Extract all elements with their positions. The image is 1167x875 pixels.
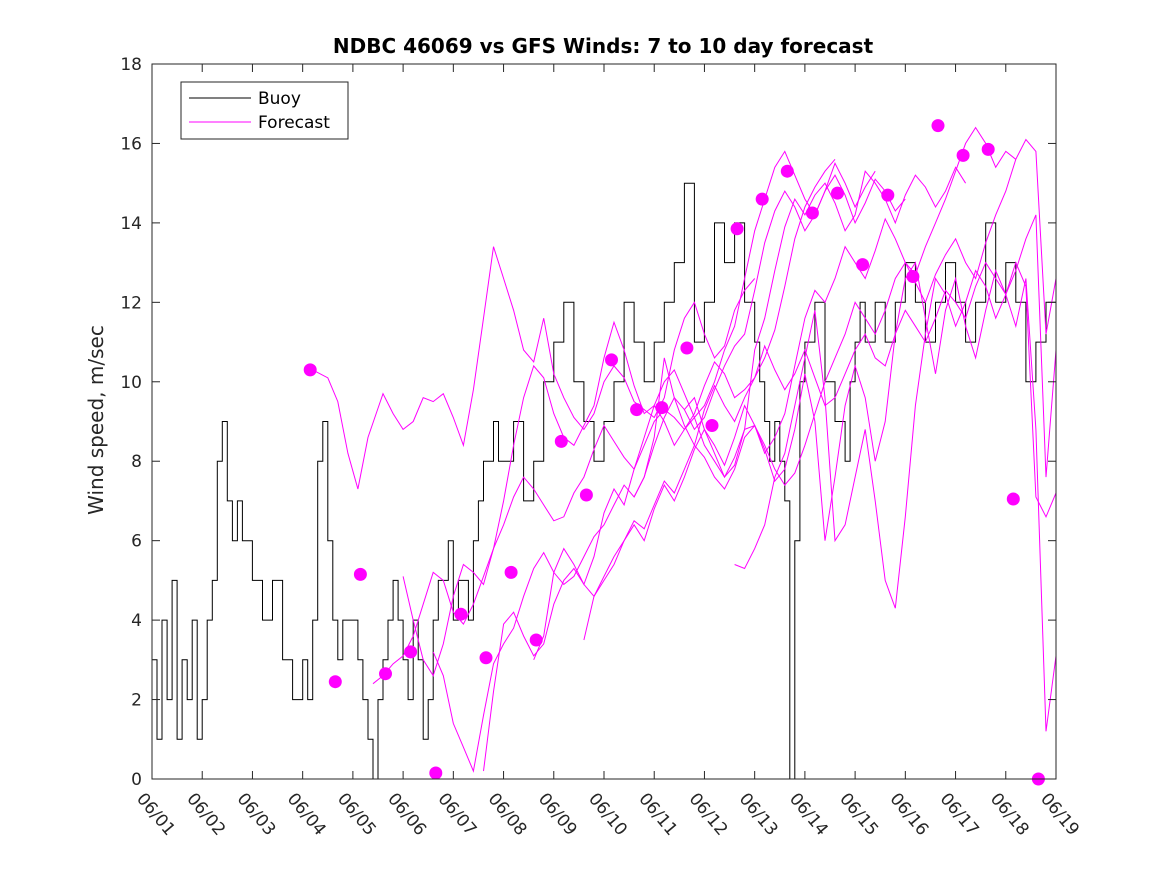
forecast-marker: [479, 651, 493, 665]
forecast-marker: [680, 341, 694, 355]
y-tick-label: 12: [120, 293, 142, 313]
forecast-marker: [755, 192, 769, 206]
forecast-marker: [805, 206, 819, 220]
forecast-marker: [504, 565, 518, 579]
y-tick-label: 14: [120, 214, 142, 234]
forecast-marker: [1006, 492, 1020, 506]
forecast-marker: [881, 188, 895, 202]
forecast-marker: [956, 148, 970, 162]
legend-label-forecast: Forecast: [258, 113, 330, 133]
forecast-marker: [605, 353, 618, 367]
y-tick-label: 6: [131, 532, 142, 552]
legend-label-buoy: Buoy: [258, 89, 301, 109]
forecast-marker: [303, 363, 317, 377]
chart-title: NDBC 46069 vs GFS Winds: 7 to 10 day for…: [333, 34, 874, 58]
forecast-marker: [454, 607, 468, 621]
forecast-marker: [856, 258, 870, 272]
forecast-marker: [705, 419, 719, 432]
y-tick-label: 2: [131, 691, 142, 711]
series-line-buoy: [152, 182, 1056, 780]
y-axis-label: Wind speed, m/sec: [84, 325, 108, 515]
forecast-marker: [379, 667, 392, 681]
series-line-forecast-3: [402, 150, 876, 677]
forecast-marker: [353, 567, 367, 581]
forecast-marker: [906, 270, 920, 283]
y-tick-label: 18: [120, 55, 142, 75]
forecast-marker: [981, 142, 995, 156]
forecast-marker: [630, 403, 644, 417]
forecast-marker: [780, 164, 794, 178]
series-layer: [152, 119, 1057, 786]
legend-box: [180, 81, 349, 140]
forecast-marker: [579, 488, 593, 502]
legend: Buoy Forecast: [180, 81, 349, 140]
series-line-forecast-6: [533, 126, 1017, 660]
y-tick-label: 10: [120, 373, 142, 393]
forecast-marker: [429, 766, 443, 780]
forecast-marker: [328, 675, 342, 689]
series-line-forecast-4: [432, 174, 906, 773]
y-tick-label: 4: [131, 611, 142, 631]
series-line-forecast-9: [684, 261, 1057, 732]
series-line-forecast-2: [372, 158, 836, 685]
series-line-forecast-1: [312, 246, 756, 490]
forecast-marker: [831, 186, 844, 200]
forecast-marker: [529, 633, 543, 647]
forecast-marker: [554, 434, 568, 448]
series-line-forecast-10: [734, 261, 1057, 609]
forecast-marker: [730, 222, 744, 236]
y-tick-label: 16: [120, 134, 142, 154]
forecast-marker: [404, 645, 418, 659]
forecast-marker: [655, 401, 669, 415]
forecast-marker: [931, 119, 945, 133]
y-tick-label: 8: [131, 452, 142, 472]
y-tick-label: 0: [131, 770, 142, 790]
series-line-forecast-8: [633, 214, 1057, 498]
